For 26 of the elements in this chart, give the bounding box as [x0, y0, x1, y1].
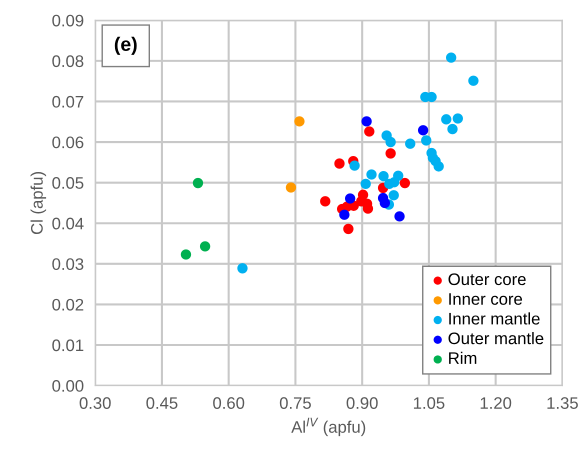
legend-label: Inner mantle	[449, 312, 540, 325]
x-tick-label: 1.20	[480, 397, 512, 409]
y-tick-label: 0.07	[52, 96, 84, 108]
legend-label: Outer mantle	[448, 332, 544, 344]
y-tick-label: 0.05	[52, 177, 84, 189]
y-tick-label: 0.02	[52, 298, 84, 311]
y-tick-label: 0.03	[52, 258, 84, 270]
y-tick-label: 0.06	[52, 136, 84, 148]
x-tick-label: 1.05	[414, 397, 444, 409]
annotation: (e)	[114, 36, 137, 55]
legend-label: Inner core	[449, 293, 522, 305]
y-axis-title: Cl (apfu)	[30, 172, 46, 234]
x-axis-title: Al$^{IV}$ (apfu)	[291, 418, 366, 436]
x-tick-label: 0.30	[80, 397, 111, 409]
x-tick-label: 0.60	[213, 397, 244, 409]
legend-label: Outer core	[448, 273, 526, 286]
y-tick-label: 0.09	[52, 14, 84, 26]
y-tick-label: 0.04	[52, 218, 84, 230]
x-tick-label: 0.75	[280, 397, 311, 409]
y-tick-label: 0.01	[52, 339, 84, 352]
x-tick-label: 0.45	[146, 397, 178, 409]
y-tick-label: 0.08	[52, 55, 84, 68]
x-tick-label: 1.35	[547, 397, 578, 409]
legend-label: Rim	[449, 352, 476, 364]
x-tick-label: 0.90	[346, 397, 378, 409]
y-tick-label: 0.00	[52, 380, 84, 392]
